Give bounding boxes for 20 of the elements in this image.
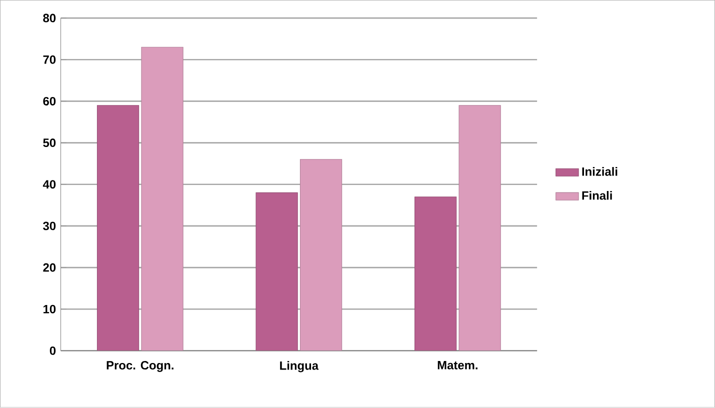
y-tick-label: 70 xyxy=(43,56,56,64)
legend-label: Finali xyxy=(582,191,612,200)
bar xyxy=(141,47,184,351)
legend-label: Iniziali xyxy=(582,167,618,176)
y-tick-label: 40 xyxy=(42,180,56,189)
y-tick-label: 80 xyxy=(43,14,56,22)
bar xyxy=(414,196,457,351)
y-tick-label: 50 xyxy=(43,138,56,148)
y-tick-label: 30 xyxy=(43,222,56,230)
bar xyxy=(458,105,501,351)
bar xyxy=(96,105,140,351)
y-tick-label: 60 xyxy=(43,97,56,106)
x-tick-label: Proc. Cogn. xyxy=(106,361,174,372)
x-tick-label: Matem. xyxy=(438,361,478,370)
y-tick-label: 20 xyxy=(43,263,56,272)
y-tick-label: 10 xyxy=(44,305,56,314)
x-tick-label: Lingua xyxy=(280,361,319,372)
bar xyxy=(256,192,298,351)
bar xyxy=(300,159,342,351)
y-tick-label: 0 xyxy=(50,346,56,356)
